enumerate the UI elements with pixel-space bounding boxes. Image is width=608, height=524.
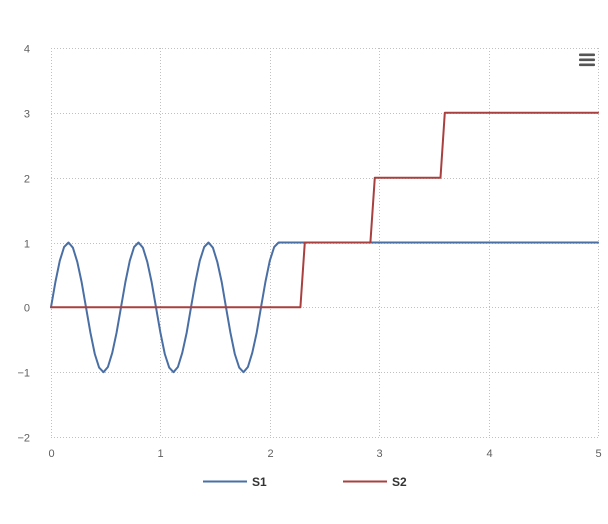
series-line-s1[interactable] — [50, 241, 599, 374]
x-tick-label: 5 — [595, 448, 601, 460]
y-tick-label: −2 — [17, 433, 30, 445]
legend-item-s1[interactable]: S1 — [203, 475, 267, 489]
x-tick-label: 2 — [267, 448, 273, 460]
hamburger-menu-icon — [579, 53, 595, 57]
x-tick-label: 4 — [486, 448, 492, 460]
x-tick-label: 0 — [48, 448, 54, 460]
series-lines — [50, 111, 599, 374]
y-tick-label: −1 — [17, 368, 30, 380]
y-tick-label: 4 — [24, 44, 30, 56]
x-tick-label: 1 — [157, 448, 163, 460]
hamburger-menu-icon-bar — [579, 63, 595, 67]
legend-label: S1 — [252, 475, 267, 489]
y-tick-label: 0 — [24, 303, 30, 315]
y-tick-label: 1 — [24, 239, 30, 251]
chart-menu-button[interactable] — [578, 52, 596, 68]
y-tick-label: 2 — [24, 174, 30, 186]
legend: S1 S2 — [203, 475, 407, 489]
legend-item-s2[interactable]: S2 — [343, 475, 407, 489]
x-axis: 0 1 2 3 4 5 — [48, 448, 601, 460]
hamburger-menu-icon-bar — [579, 58, 595, 62]
y-tick-label: 3 — [24, 109, 30, 121]
series-line-s2[interactable] — [50, 111, 599, 309]
legend-label: S2 — [392, 475, 407, 489]
y-axis: −2 −1 0 1 2 3 4 — [17, 44, 30, 445]
x-tick-label: 3 — [376, 448, 382, 460]
